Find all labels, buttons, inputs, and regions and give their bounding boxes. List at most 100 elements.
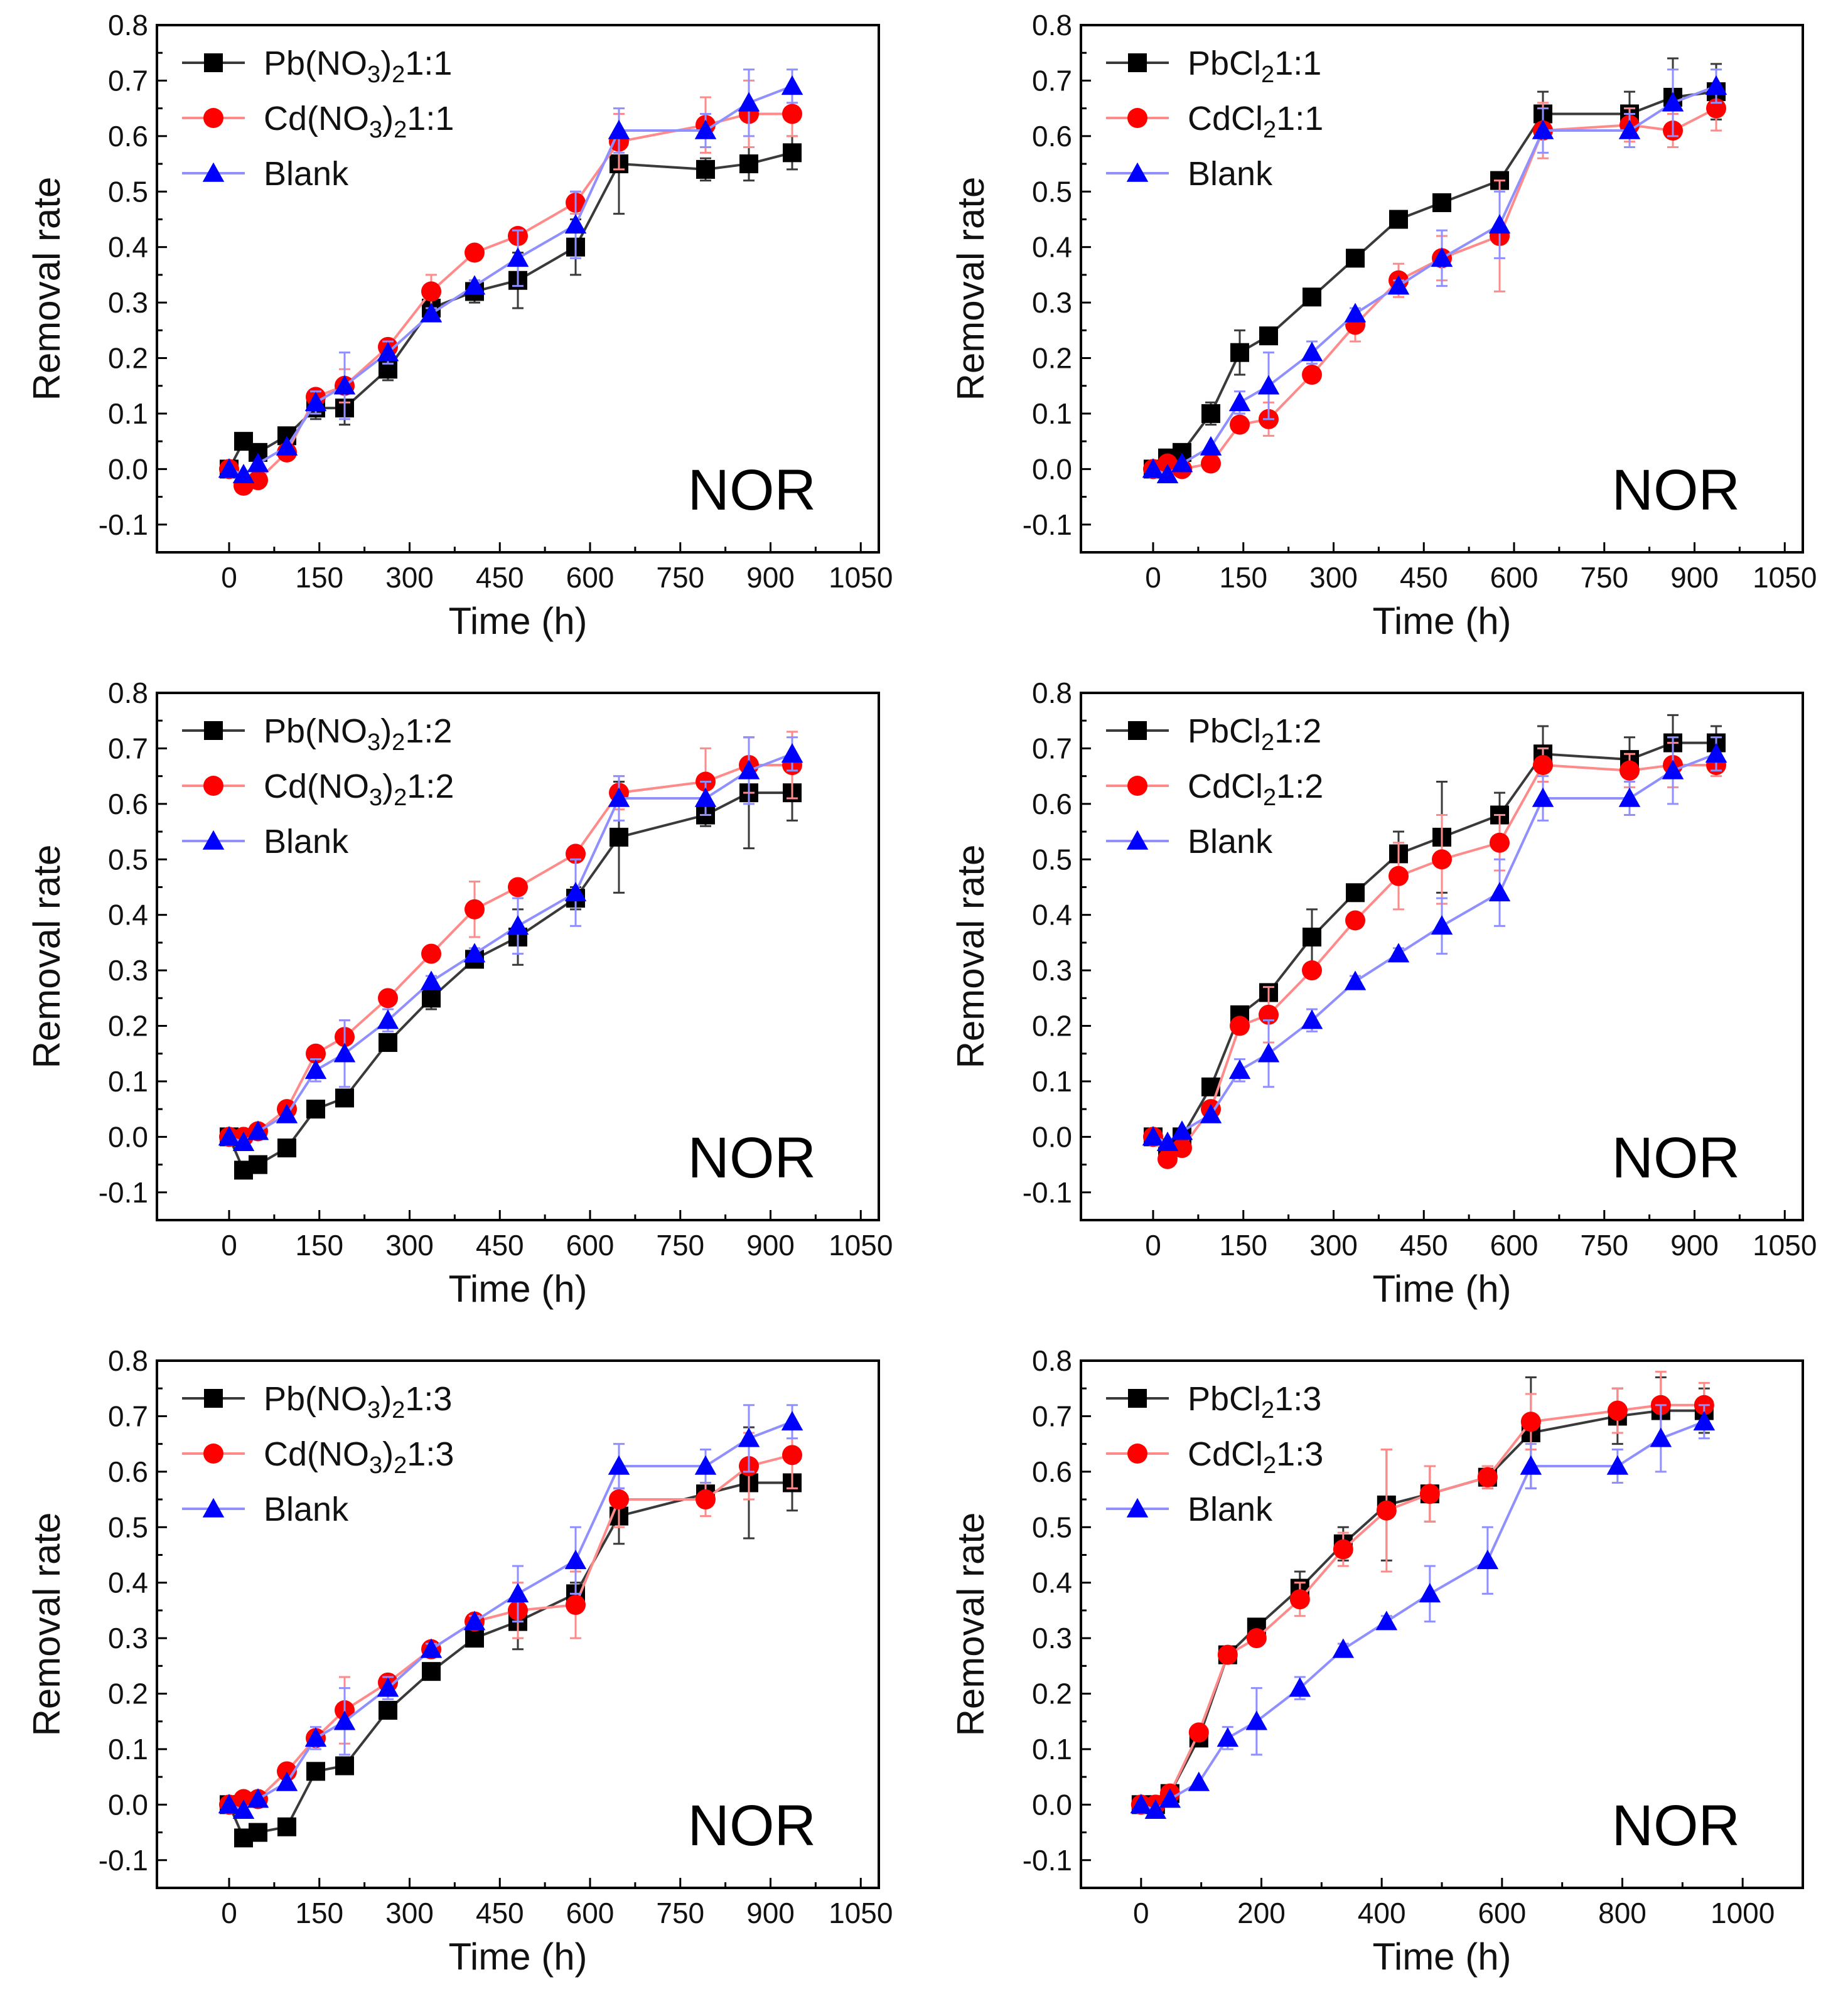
x-axis-label: Time (h) <box>1372 1936 1511 1978</box>
legend-text-part: 1:1 <box>1276 100 1323 137</box>
legend-subscript: 2 <box>1261 62 1274 88</box>
marker-circle <box>248 470 268 491</box>
marker-circle <box>508 877 528 898</box>
marker-circle <box>782 104 802 124</box>
marker-triangle <box>247 1788 269 1808</box>
y-tick-label: 0.4 <box>108 899 148 931</box>
marker-circle <box>609 1489 629 1510</box>
legend-label: Blank <box>1188 823 1273 860</box>
x-tick-label: 200 <box>1237 1897 1286 1929</box>
marker-triangle <box>1228 392 1251 412</box>
marker-square <box>204 1389 223 1408</box>
x-tick-label: 150 <box>295 1897 343 1929</box>
marker-triangle <box>1662 759 1684 780</box>
marker-triangle <box>1126 162 1149 182</box>
y-tick-label: -0.1 <box>99 1844 148 1877</box>
legend-label: Blank <box>264 1491 349 1528</box>
y-tick-label: 0.5 <box>108 175 148 208</box>
marker-triangle <box>1142 458 1164 478</box>
series-triangle <box>218 736 803 1152</box>
marker-triangle <box>463 1610 486 1631</box>
marker-square <box>739 154 758 174</box>
plot-frame <box>1080 24 1804 554</box>
y-tick-label: 0.5 <box>108 1511 148 1543</box>
x-tick-label: 0 <box>1145 561 1161 594</box>
marker-circle <box>203 108 223 128</box>
nor-annotation: NOR <box>1612 458 1740 522</box>
marker-triangle <box>1156 463 1179 484</box>
marker-triangle <box>1257 1042 1280 1063</box>
y-tick-label: 0.2 <box>1032 342 1072 375</box>
marker-triangle <box>247 1120 269 1140</box>
marker-triangle <box>1144 1799 1167 1819</box>
y-tick-label: 0.2 <box>1032 1010 1072 1042</box>
marker-triangle <box>202 162 225 182</box>
y-tick-label: -0.1 <box>1023 508 1072 541</box>
marker-circle <box>782 1445 802 1465</box>
marker-triangle <box>608 119 630 139</box>
legend-label: Blank <box>264 155 349 193</box>
chart-panel-pb-no3-1-1: -0.1 0.0 0.1 0.2 0.3 0.4 0.5 0.6 0.7 0.8 0 150 300 45… <box>0 0 924 668</box>
x-tick-label: 0 <box>221 1897 237 1929</box>
legend-item-circle: Cd(NO3)21:1 <box>182 100 454 143</box>
y-tick-label: 0.4 <box>1032 899 1072 931</box>
marker-square <box>204 721 223 740</box>
marker-circle <box>1158 1149 1178 1169</box>
x-axis-label: Time (h) <box>448 1268 587 1310</box>
plot-frame <box>1080 692 1804 1221</box>
x-tick-label: 600 <box>566 1229 615 1262</box>
marker-square <box>379 1701 397 1720</box>
legend-item-triangle: Blank <box>1106 1491 1273 1528</box>
marker-circle <box>1333 1539 1353 1560</box>
legend-item-square: Pb(NO3)21:3 <box>182 1380 452 1423</box>
x-tick-label: 1050 <box>1753 1229 1817 1262</box>
legend-subscript: 2 <box>1263 785 1276 811</box>
legend-label: Cd(NO3)21:1 <box>264 100 454 143</box>
legend-text-part: ) <box>382 100 394 137</box>
legend-item-square: Pb(NO3)21:1 <box>182 45 452 88</box>
marker-circle <box>1201 453 1221 474</box>
x-tick-label: 450 <box>476 561 524 594</box>
legend-text-part: 1:1 <box>1274 45 1321 82</box>
marker-square <box>422 1662 441 1681</box>
legend-item-triangle: Blank <box>1106 823 1273 860</box>
marker-triangle <box>1476 1550 1499 1570</box>
y-tick-label: 0.2 <box>108 1678 148 1710</box>
y-tick-label: 0.8 <box>1032 1344 1072 1377</box>
marker-circle <box>696 1489 716 1510</box>
legend-item-triangle: Blank <box>182 823 349 860</box>
marker-triangle <box>1301 341 1323 362</box>
marker-triangle <box>463 275 486 295</box>
y-tick-label: 0.6 <box>1032 1455 1072 1488</box>
marker-triangle <box>1532 787 1554 807</box>
y-tick-label: 0.4 <box>108 1567 148 1599</box>
y-tick-label: 0.3 <box>108 1622 148 1654</box>
series-line <box>228 1481 792 1840</box>
marker-circle <box>1376 1500 1397 1521</box>
x-axis-label: Time (h) <box>448 600 587 642</box>
marker-triangle <box>1301 1009 1323 1029</box>
series-triangle <box>218 1404 803 1819</box>
marker-circle <box>465 242 485 263</box>
marker-triangle <box>738 759 760 780</box>
x-tick-label: 150 <box>295 561 343 594</box>
x-tick-label: 750 <box>656 1229 704 1262</box>
nor-annotation: NOR <box>688 458 816 522</box>
x-tick-label: 600 <box>1490 561 1539 594</box>
chart-svg-pb-no3-1-1: -0.1 0.0 0.1 0.2 0.3 0.4 0.5 0.6 0.7 0.8 0 150 300 45… <box>26 9 893 642</box>
x-tick-label: 600 <box>566 1897 615 1929</box>
legend-text-part: 1:2 <box>1274 712 1321 750</box>
marker-triangle <box>232 1131 255 1152</box>
legend-text-part: CdCl <box>1188 768 1263 805</box>
marker-triangle <box>377 1677 399 1697</box>
marker-triangle <box>1200 1103 1222 1123</box>
marker-circle <box>1389 865 1409 886</box>
x-tick-label: 900 <box>746 1897 795 1929</box>
legend-subscript: 2 <box>392 729 405 756</box>
x-tick-label: 300 <box>1309 1229 1358 1262</box>
legend-label: PbCl21:2 <box>1188 712 1321 756</box>
marker-triangle <box>1488 882 1511 902</box>
marker-circle <box>1533 754 1553 775</box>
marker-triangle <box>1257 375 1280 395</box>
legend-item-triangle: Blank <box>1106 155 1273 193</box>
